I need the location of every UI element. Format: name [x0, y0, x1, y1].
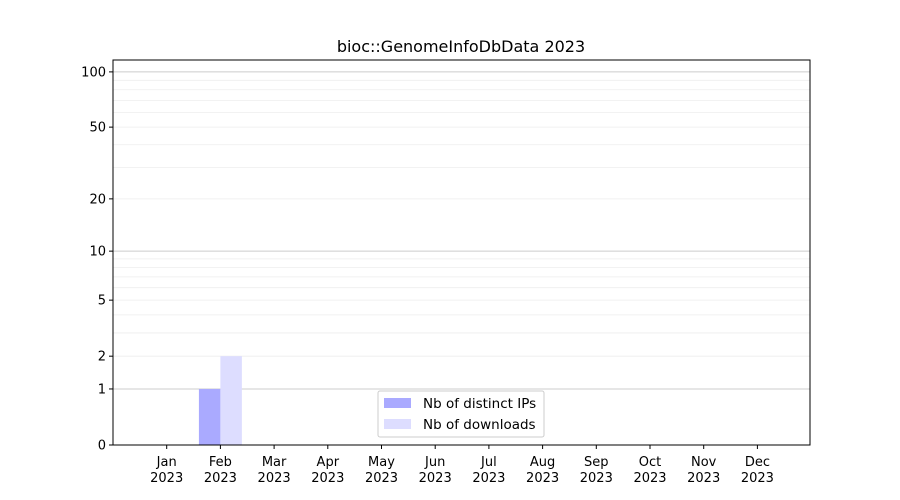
legend: Nb of distinct IPs Nb of downloads — [377, 390, 545, 438]
legend-label-downloads: Nb of downloads — [423, 417, 536, 433]
x-tick-label: Jan 2023 — [150, 455, 183, 486]
x-tick-label: Jun 2023 — [419, 455, 452, 486]
y-tick-label: 10 — [89, 245, 106, 260]
legend-label-ips: Nb of distinct IPs — [423, 396, 536, 412]
y-tick-label: 2 — [98, 350, 106, 365]
legend-box — [377, 390, 545, 438]
legend-swatch-ips — [384, 398, 411, 408]
x-tick-label: Feb 2023 — [204, 455, 237, 486]
bar-ips — [198, 388, 221, 445]
x-tick-label: Oct 2023 — [633, 455, 666, 486]
y-tick-label: 1 — [98, 382, 106, 397]
chart-title: bioc::GenomeInfoDbData 2023 — [337, 37, 585, 56]
legend-swatch-downloads — [384, 419, 411, 429]
x-tick-label: Jul 2023 — [472, 455, 505, 486]
grid — [113, 71, 810, 390]
y-tick-label: 0 — [98, 439, 106, 454]
x-tick-label: Mar 2023 — [258, 455, 291, 486]
y-tick-label: 5 — [98, 294, 106, 309]
x-axis: Jan 2023 Feb 2023 Mar 2023 Apr 2023 May 2023 Jun 20… — [150, 445, 774, 486]
y-axis: 0 1 2 5 10 20 50 100 — [81, 65, 113, 454]
y-tick-label: 100 — [81, 65, 106, 80]
x-tick-label: Apr 2023 — [311, 455, 344, 486]
bar-downloads — [220, 356, 242, 445]
y-tick-label: 20 — [89, 192, 106, 207]
x-tick-label: Aug 2023 — [526, 455, 559, 486]
plot-frame — [112, 59, 811, 446]
x-tick-label: Nov 2023 — [687, 455, 720, 486]
x-tick-label: Dec 2023 — [741, 455, 774, 486]
x-tick-label: May 2023 — [365, 455, 398, 486]
bars — [198, 356, 242, 445]
x-tick-label: Sep 2023 — [580, 455, 613, 486]
y-tick-label: 50 — [89, 121, 106, 136]
